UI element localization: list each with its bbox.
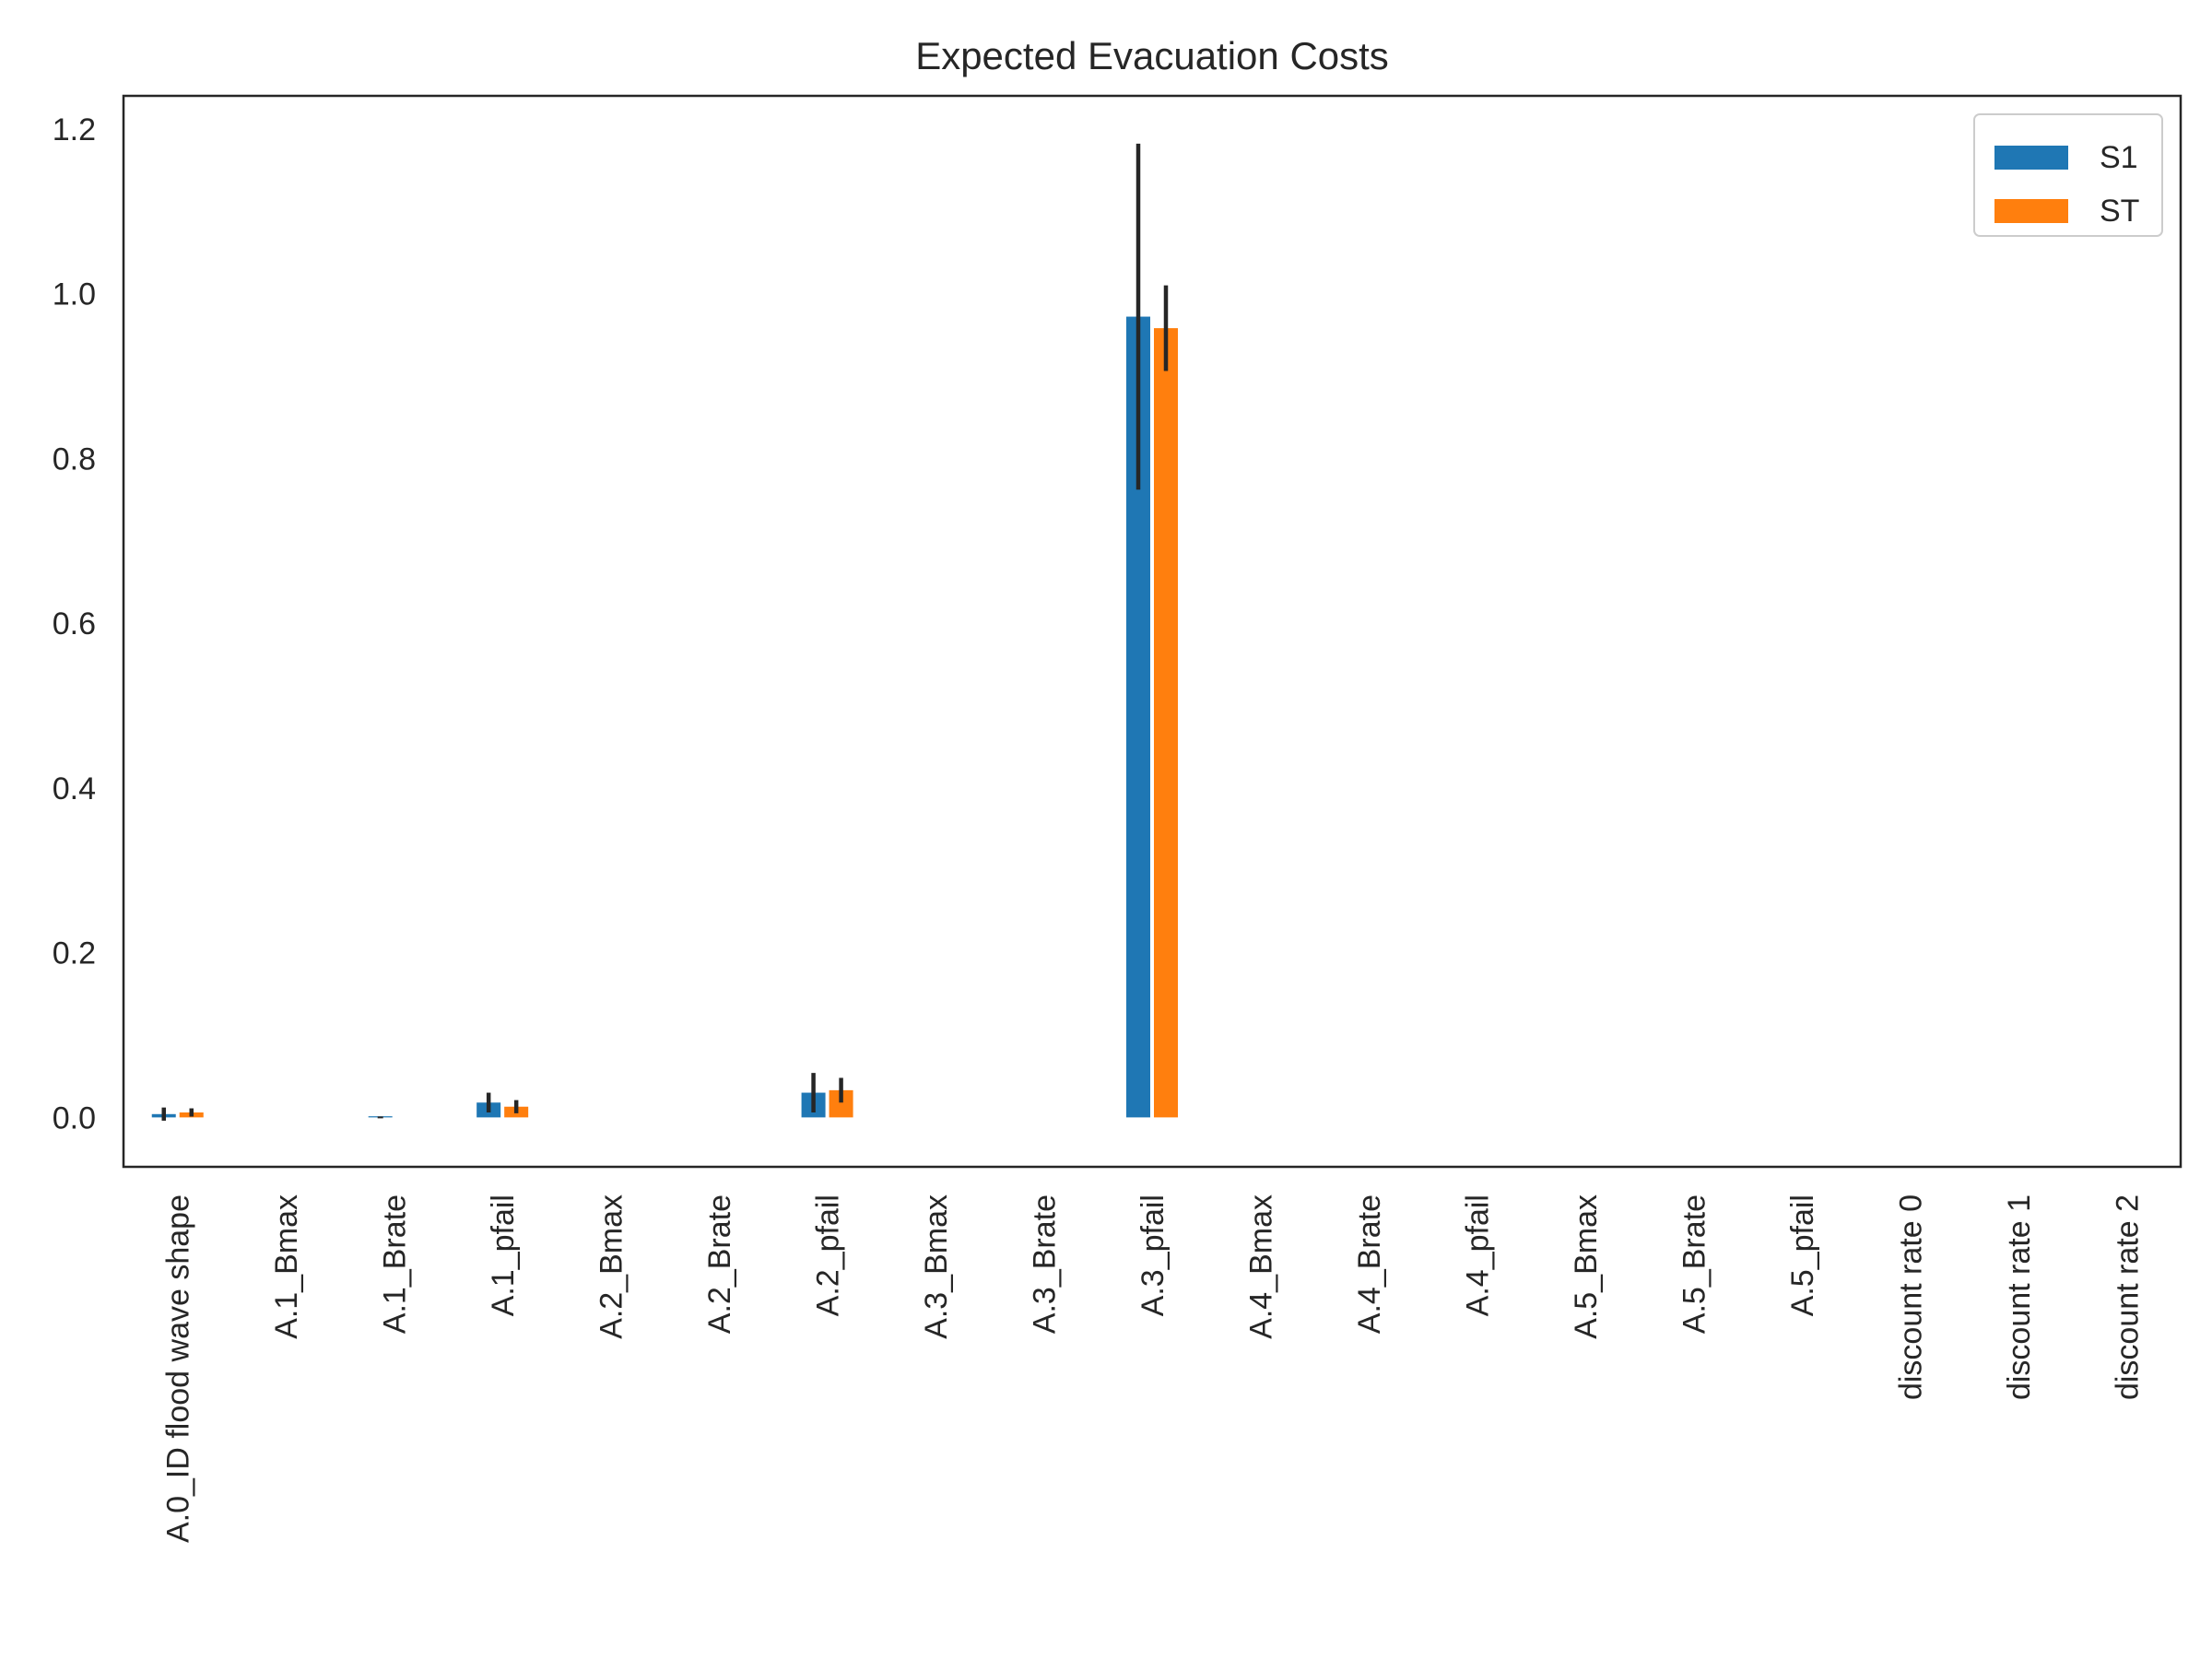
x-tick-label: A.5_Brate [1677,1194,1712,1334]
x-tick-label: A.3_Brate [1028,1194,1063,1334]
x-tick-label: A.1_pfail [486,1194,521,1316]
x-tick-label: discount rate 0 [1893,1194,1928,1400]
x-tick-label: A.2_Brate [702,1194,737,1334]
y-tick-label: 0.8 [53,441,96,477]
x-tick-label: A.5_Bmax [1569,1194,1604,1339]
legend: S1 ST [1973,113,2163,237]
y-tick-label: 0.2 [53,936,96,971]
x-tick-label: A.2_Bmax [594,1194,629,1339]
x-tick-label: A.4_pfail [1460,1194,1495,1316]
x-tick-label: A.1_Brate [378,1194,413,1334]
legend-label-s1: S1 [2100,140,2138,175]
chart-title: Expected Evacuation Costs [915,34,1389,77]
x-tick-label: A.0_ID flood wave shape [161,1194,196,1543]
x-tick-label: A.4_Brate [1352,1194,1387,1334]
x-tick-label: A.2_pfail [811,1194,846,1316]
x-tick-label: discount rate 2 [2110,1194,2145,1400]
y-axis: 0.0 0.2 0.4 0.6 0.8 1.0 1.2 [53,112,96,1136]
x-tick-label: A.4_Bmax [1243,1194,1278,1339]
legend-swatch-s1 [1994,146,2068,170]
legend-label-st: ST [2100,194,2139,229]
x-axis: A.0_ID flood wave shape A.1_Bmax A.1_Brate… [161,1194,2146,1543]
y-tick-label: 0.4 [53,771,96,806]
legend-swatch-st [1994,199,2068,223]
y-tick-label: 1.2 [53,112,96,147]
plot-frame [122,94,2183,1169]
y-tick-label: 1.0 [53,277,96,312]
y-tick-label: 0.6 [53,606,96,641]
y-tick-label: 0.0 [53,1100,96,1135]
x-tick-label: A.3_pfail [1135,1194,1171,1316]
x-tick-label: A.5_pfail [1785,1194,1820,1316]
x-tick-label: A.3_Bmax [919,1194,954,1339]
bar-st [1154,328,1178,1118]
x-tick-label: discount rate 1 [2002,1194,2037,1400]
plot-area [151,143,1178,1121]
x-tick-label: A.1_Bmax [269,1194,304,1339]
